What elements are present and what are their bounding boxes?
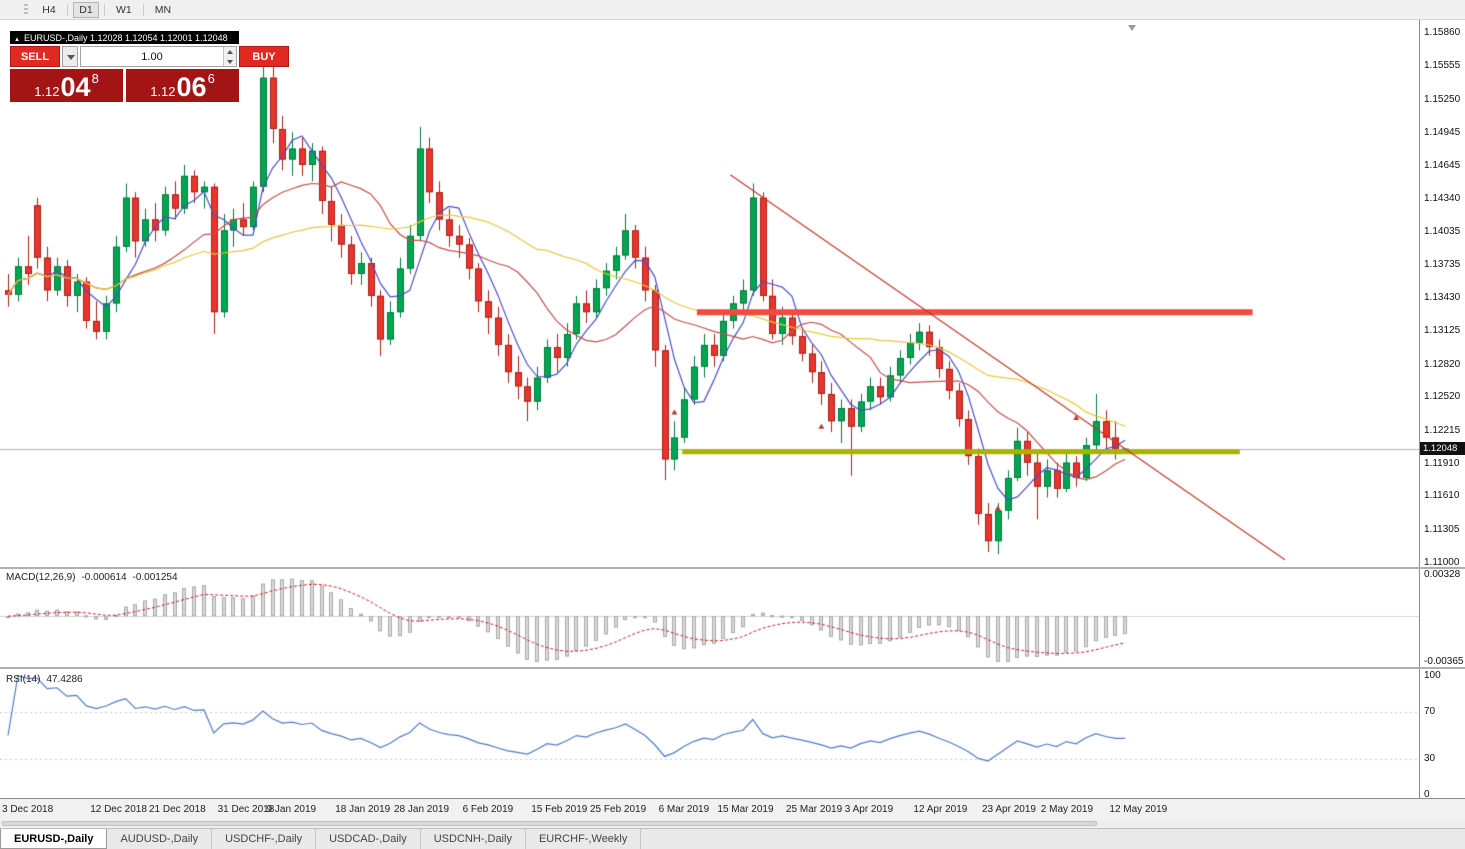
sell-price-base: 1.12 xyxy=(34,84,60,99)
volume-input[interactable] xyxy=(81,47,223,66)
symbol-ohlc-text: EURUSD-,Daily 1.12028 1.12054 1.12001 1.… xyxy=(23,32,228,43)
buy-price-base: 1.12 xyxy=(150,84,176,99)
pane-splitter-rsi[interactable] xyxy=(0,667,1465,669)
chart-tab-audusd-daily[interactable]: AUDUSD-,Daily xyxy=(107,829,213,849)
time-axis-border xyxy=(0,798,1465,799)
collapse-icon[interactable] xyxy=(14,33,20,43)
horizontal-scrollbar[interactable] xyxy=(0,820,1465,827)
price-axis-column[interactable] xyxy=(1419,20,1465,799)
chart-tab-usdcad-daily[interactable]: USDCAD-,Daily xyxy=(316,829,421,849)
current-price-tag: 1.12048 xyxy=(1420,441,1465,455)
chart-tab-usdcnh-daily[interactable]: USDCNH-,Daily xyxy=(421,829,526,849)
macd-value-main: -0.000614 xyxy=(81,572,127,583)
chart-tab-eurchf-weekly[interactable]: EURCHF-,Weekly xyxy=(526,829,642,849)
buy-button[interactable]: BUY xyxy=(239,46,289,67)
pane-splitter-macd[interactable] xyxy=(0,567,1465,569)
macd-name: MACD(12,26,9) xyxy=(6,572,76,583)
chart-shift-marker-icon[interactable] xyxy=(1128,25,1136,31)
volume-down-button[interactable] xyxy=(224,56,236,66)
sell-price-display[interactable]: 1.12 04 8 xyxy=(10,69,123,102)
buy-price-big: 06 xyxy=(176,72,207,102)
chart-tab-eurusd-daily[interactable]: EURUSD-,Daily xyxy=(0,829,108,849)
rsi-name: RSI(14) xyxy=(6,674,41,685)
sell-price-big: 04 xyxy=(60,72,91,102)
volume-up-button[interactable] xyxy=(224,47,236,57)
rsi-value: 47.4286 xyxy=(46,674,83,685)
volume-spinner xyxy=(223,47,236,66)
rsi-indicator-label: RSI(14) 47.4286 xyxy=(6,674,89,685)
horizontal-scrollbar-thumb[interactable] xyxy=(2,821,1097,826)
sell-price-sup: 8 xyxy=(91,71,99,86)
volume-box xyxy=(80,46,237,67)
buy-price-display[interactable]: 1.12 06 6 xyxy=(126,69,239,102)
volume-dropdown-button[interactable] xyxy=(62,46,78,67)
one-click-trading-panel: EURUSD-,Daily 1.12028 1.12054 1.12001 1.… xyxy=(10,31,289,102)
macd-value-signal: -0.001254 xyxy=(132,572,178,583)
chart-tab-usdchf-daily[interactable]: USDCHF-,Daily xyxy=(212,829,317,849)
buy-price-sup: 6 xyxy=(207,71,215,86)
symbol-ohlc-bar[interactable]: EURUSD-,Daily 1.12028 1.12054 1.12001 1.… xyxy=(10,31,239,44)
chart-tab-bar: EURUSD-,Daily AUDUSD-,Daily USDCHF-,Daily U… xyxy=(0,828,1465,849)
macd-indicator-label: MACD(12,26,9) -0.000614 -0.001254 xyxy=(6,572,184,583)
sell-button[interactable]: SELL xyxy=(10,46,60,67)
